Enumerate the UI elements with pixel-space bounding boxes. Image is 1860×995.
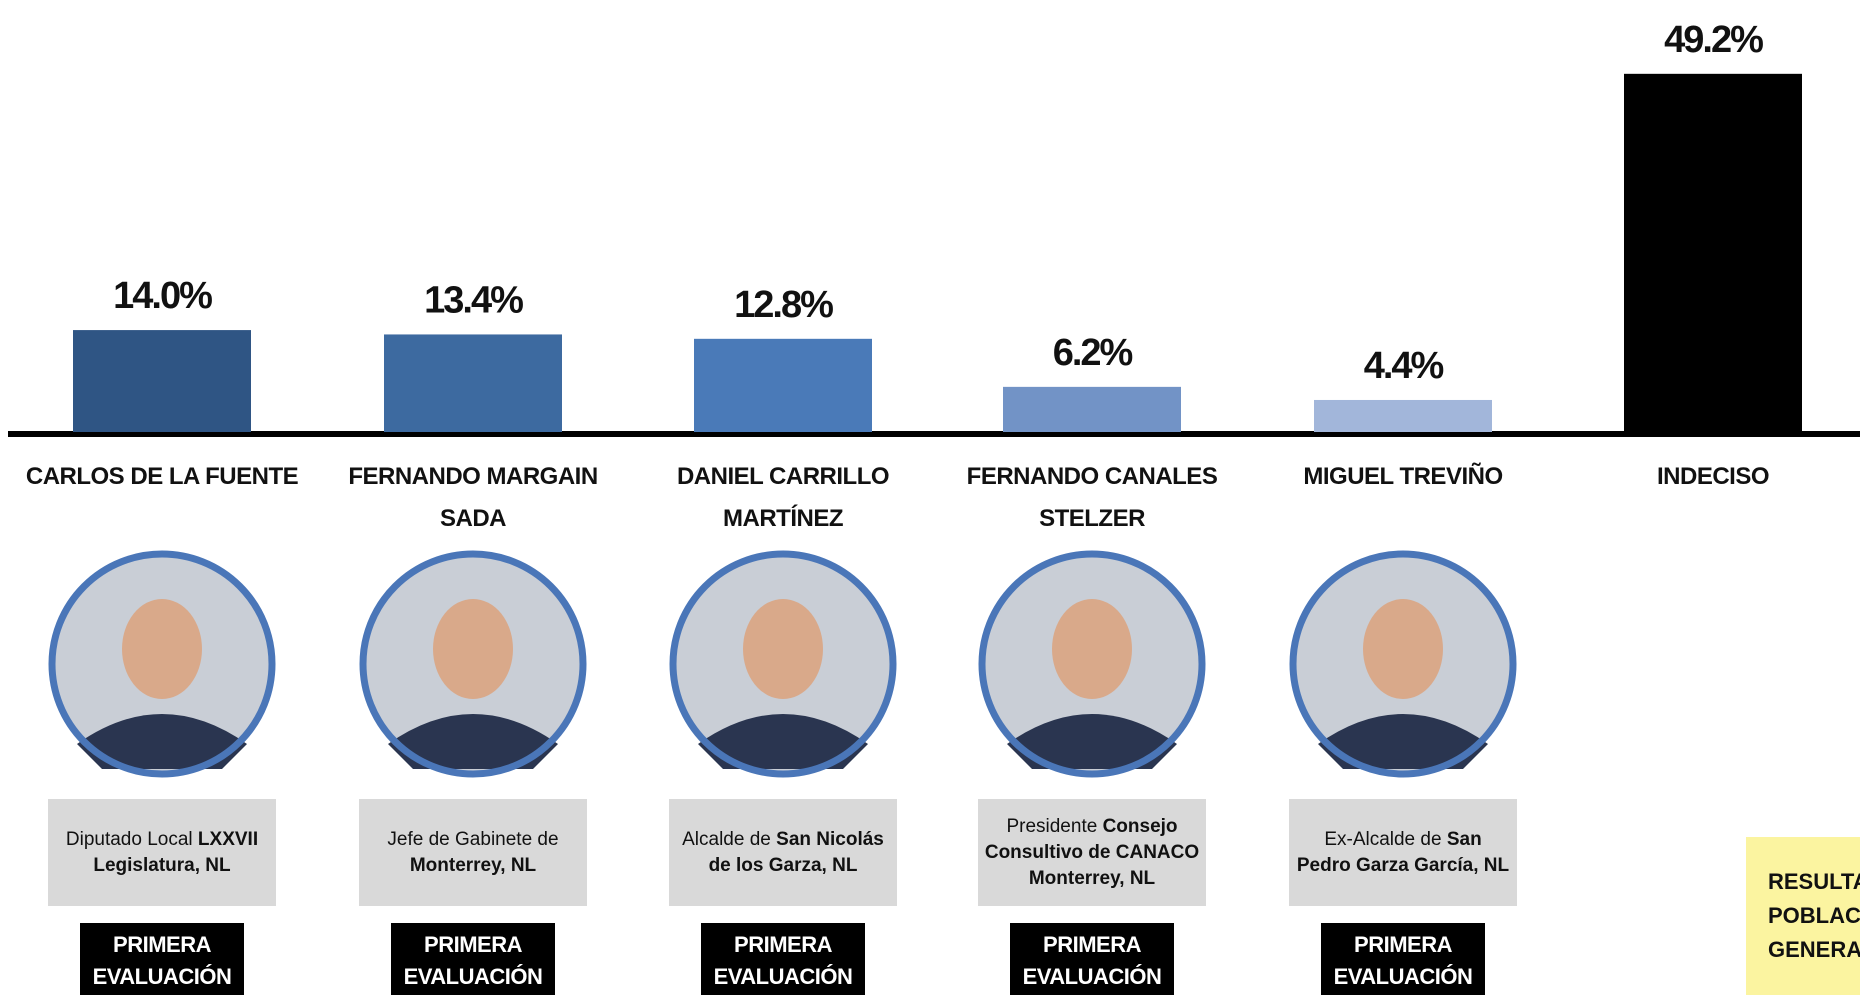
badge: PRIMERA EVALUACIÓN xyxy=(1010,923,1174,995)
description: Ex-Alcalde de San Pedro Garza García, NL xyxy=(1289,799,1517,906)
note-line: POBLACIÓ xyxy=(1768,903,1860,928)
description-bold: Monterrey, NL xyxy=(409,854,537,876)
bar xyxy=(1314,399,1492,432)
photo-body xyxy=(698,714,868,769)
photo xyxy=(978,550,1206,778)
description-plain: Presidente xyxy=(1006,815,1098,837)
value-label: 6.2% xyxy=(1053,332,1133,374)
photo-head xyxy=(1363,599,1443,699)
photo-ring xyxy=(1289,550,1517,778)
category-label: MIGUEL TREVIÑO xyxy=(1303,463,1503,490)
description-plain: Diputado Local xyxy=(65,828,193,850)
photo-head xyxy=(1052,599,1132,699)
photo-ring xyxy=(48,550,276,778)
photo-ring xyxy=(359,550,587,778)
description-plain: Ex-Alcalde de xyxy=(1324,828,1442,850)
value-label: 13.4% xyxy=(424,279,523,321)
bar xyxy=(73,330,251,432)
description-text: Presidente Consejo Consultivo de CANACO … xyxy=(984,814,1200,892)
note-line: RESULTAD xyxy=(1768,869,1860,894)
category-label: CARLOS DE LA FUENTE xyxy=(25,463,299,490)
note-box: RESULTAD POBLACIÓ GENERA xyxy=(1746,837,1860,995)
category-label: INDECISO xyxy=(1656,463,1770,490)
bar xyxy=(694,338,872,432)
description: Presidente Consejo Consultivo de CANACO … xyxy=(978,799,1206,906)
description-bold: San Pedro Garza García, NL xyxy=(1296,828,1510,876)
badge: PRIMERA EVALUACIÓN xyxy=(701,923,865,995)
description-bold: San Nicolás de los Garza, NL xyxy=(708,828,884,876)
baseline xyxy=(8,431,1860,437)
photo xyxy=(48,550,276,778)
photo-ring xyxy=(669,550,897,778)
category-label: FERNANDO MARGAIN SADA xyxy=(348,463,598,532)
badge: PRIMERA EVALUACIÓN xyxy=(1321,923,1485,995)
bar xyxy=(384,334,562,432)
bar xyxy=(1624,73,1802,432)
photo xyxy=(359,550,587,778)
description: Alcalde de San Nicolás de los Garza, NL xyxy=(669,799,897,906)
photo xyxy=(1289,550,1517,778)
photo-body xyxy=(388,714,558,769)
description-plain: Alcalde de xyxy=(682,828,771,850)
description-text: Jefe de Gabinete de Monterrey, NL xyxy=(365,827,581,879)
description: Diputado Local LXXVII Legislatura, NL xyxy=(48,799,276,906)
value-label: 49.2% xyxy=(1664,19,1763,61)
photo xyxy=(669,550,897,778)
description-text: Diputado Local LXXVII Legislatura, NL xyxy=(54,827,270,879)
value-label: 4.4% xyxy=(1364,345,1444,387)
category-label: FERNANDO CANALES STELZER xyxy=(966,463,1218,532)
description-bold: LXXVII Legislatura, NL xyxy=(93,828,259,876)
note-line: GENERA xyxy=(1768,937,1860,962)
photo-body xyxy=(77,714,247,769)
description-text: Ex-Alcalde de San Pedro Garza García, NL xyxy=(1295,827,1511,879)
photo-head xyxy=(743,599,823,699)
category-label: DANIEL CARRILLO MARTÍNEZ xyxy=(676,463,890,532)
photo-body xyxy=(1007,714,1177,769)
bar xyxy=(1003,386,1181,432)
description-text: Alcalde de San Nicolás de los Garza, NL xyxy=(675,827,891,879)
photo-ring xyxy=(978,550,1206,778)
badge: PRIMERA EVALUACIÓN xyxy=(80,923,244,995)
photo-head xyxy=(433,599,513,699)
badge: PRIMERA EVALUACIÓN xyxy=(391,923,555,995)
description: Jefe de Gabinete de Monterrey, NL xyxy=(359,799,587,906)
value-label: 14.0% xyxy=(113,275,212,317)
photo-body xyxy=(1318,714,1488,769)
description-bold: Consejo Consultivo de CANACO Monterrey, … xyxy=(984,815,1200,889)
value-label: 12.8% xyxy=(734,284,833,326)
photo-head xyxy=(122,599,202,699)
description-plain: Jefe de Gabinete de xyxy=(387,828,559,850)
